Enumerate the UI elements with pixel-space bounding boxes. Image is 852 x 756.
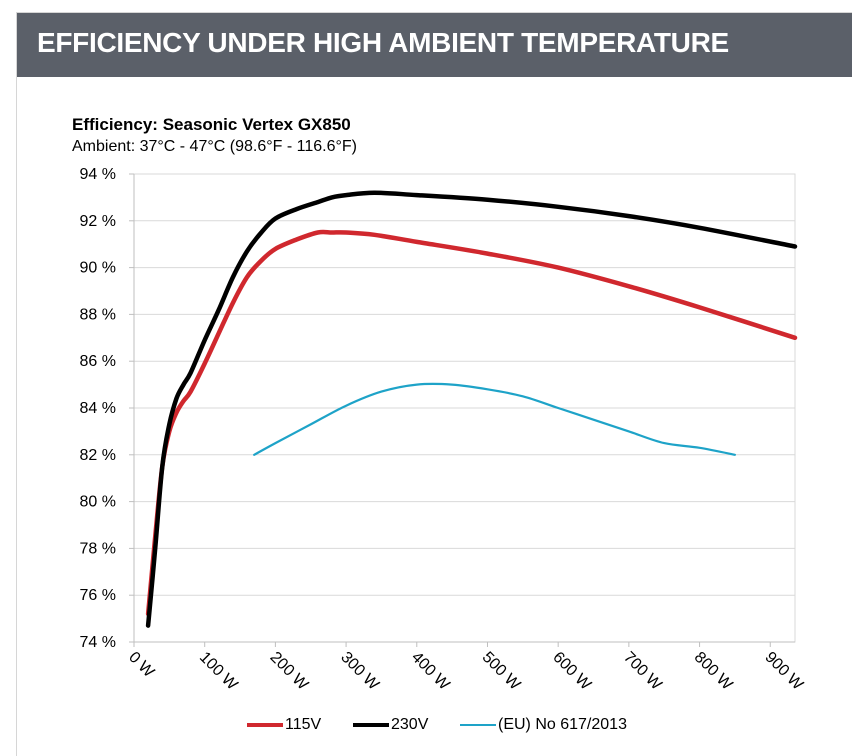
y-tick-label: 76 % — [80, 587, 116, 604]
y-tick-label: 90 % — [80, 260, 116, 277]
x-tick-label: 400 W — [408, 649, 453, 694]
x-tick-label: 700 W — [620, 649, 665, 694]
x-tick-label: 100 W — [196, 649, 241, 694]
x-tick-label: 0 W — [125, 649, 158, 682]
x-tick-label: 500 W — [479, 649, 524, 694]
legend-item-115v: 115V — [247, 716, 321, 734]
series-line-230v — [145, 190, 798, 628]
x-tick-label: 200 W — [267, 649, 312, 694]
legend-swatch-115v — [247, 723, 283, 727]
y-tick-label: 92 % — [80, 213, 116, 230]
legend-item-eu: (EU) No 617/2013 — [460, 716, 627, 734]
y-tick-label: 88 % — [80, 306, 116, 323]
x-tick-label: 300 W — [337, 649, 382, 694]
y-tick-label: 86 % — [80, 353, 116, 370]
section-title: EFFICIENCY UNDER HIGH AMBIENT TEMPERATUR… — [37, 27, 729, 58]
x-tick-label: 900 W — [761, 649, 806, 694]
legend-label-115v: 115V — [285, 716, 322, 733]
series-line-eu-no-617-2013 — [253, 382, 736, 456]
section-header: EFFICIENCY UNDER HIGH AMBIENT TEMPERATUR… — [17, 13, 852, 77]
y-tick-label: 94 % — [80, 166, 116, 183]
chart-subtitle: Ambient: 37°C - 47°C (98.6°F - 116.6°F) — [72, 138, 357, 155]
y-tick-label: 74 % — [80, 634, 116, 651]
y-tick-label: 78 % — [80, 540, 116, 557]
chart-title: Efficiency: Seasonic Vertex GX850 — [72, 115, 351, 134]
x-tick-label: 800 W — [691, 649, 736, 694]
y-tick-label: 80 % — [80, 494, 116, 511]
legend-swatch-230v — [353, 723, 389, 727]
legend-label-230v: 230V — [391, 716, 429, 733]
y-tick-label: 82 % — [80, 447, 116, 464]
chart-legend: 115V 230V (EU) No 617/2013 — [0, 716, 852, 740]
y-tick-label: 84 % — [80, 400, 116, 417]
legend-swatch-eu — [460, 724, 496, 726]
legend-item-230v: 230V — [353, 716, 428, 734]
x-tick-label: 600 W — [549, 649, 594, 694]
series-line-115v — [145, 229, 798, 617]
legend-label-eu: (EU) No 617/2013 — [498, 716, 627, 733]
